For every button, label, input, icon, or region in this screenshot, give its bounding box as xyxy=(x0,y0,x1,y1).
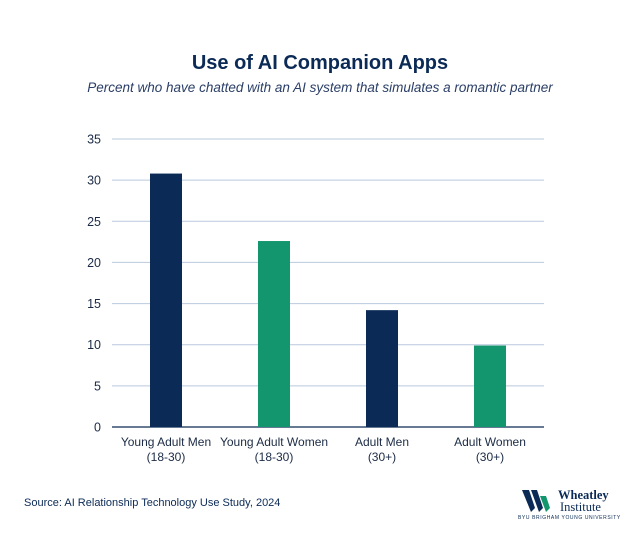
gridlines xyxy=(112,138,544,428)
bar xyxy=(150,173,182,427)
x-category-label: Young Adult Men xyxy=(121,435,211,449)
x-category-label: Adult Women xyxy=(454,435,526,449)
bars xyxy=(150,173,506,427)
bar xyxy=(474,345,506,427)
logo-name-line2: Institute xyxy=(560,500,601,514)
x-category-label: (18-30) xyxy=(255,450,294,464)
y-tick-label: 10 xyxy=(87,338,101,352)
logo-wordmark: Wheatley Institute xyxy=(558,488,609,514)
x-category-label: Young Adult Women xyxy=(220,435,328,449)
chart-subtitle: Percent who have chatted with an AI syst… xyxy=(87,80,553,95)
x-axis-labels: Young Adult Men(18-30)Young Adult Women(… xyxy=(121,435,526,464)
y-tick-label: 25 xyxy=(87,215,101,229)
y-tick-label: 15 xyxy=(87,297,101,311)
x-category-label: (18-30) xyxy=(147,450,186,464)
logo-tagline: BYU BRIGHAM YOUNG UNIVERSITY xyxy=(518,515,621,521)
bar xyxy=(258,241,290,427)
source-note: Source: AI Relationship Technology Use S… xyxy=(24,497,281,509)
wheatley-institute-logo: Wheatley Institute BYU BRIGHAM YOUNG UNI… xyxy=(518,488,628,524)
chart-title: Use of AI Companion Apps xyxy=(191,52,449,74)
wheatley-mark-icon xyxy=(522,490,550,512)
logo-name-line1: Wheatley xyxy=(558,488,609,502)
bar xyxy=(366,310,398,427)
y-tick-label: 30 xyxy=(87,174,101,188)
y-tick-label: 20 xyxy=(87,256,101,270)
y-tick-label: 0 xyxy=(94,421,101,435)
y-axis-ticks: 0 5 10 15 20 25 30 35 xyxy=(87,133,101,435)
y-tick-label: 5 xyxy=(94,379,101,393)
x-category-label: Adult Men xyxy=(355,435,409,449)
y-tick-label: 35 xyxy=(87,133,101,147)
x-category-label: (30+) xyxy=(368,450,396,464)
x-category-label: (30+) xyxy=(476,450,504,464)
